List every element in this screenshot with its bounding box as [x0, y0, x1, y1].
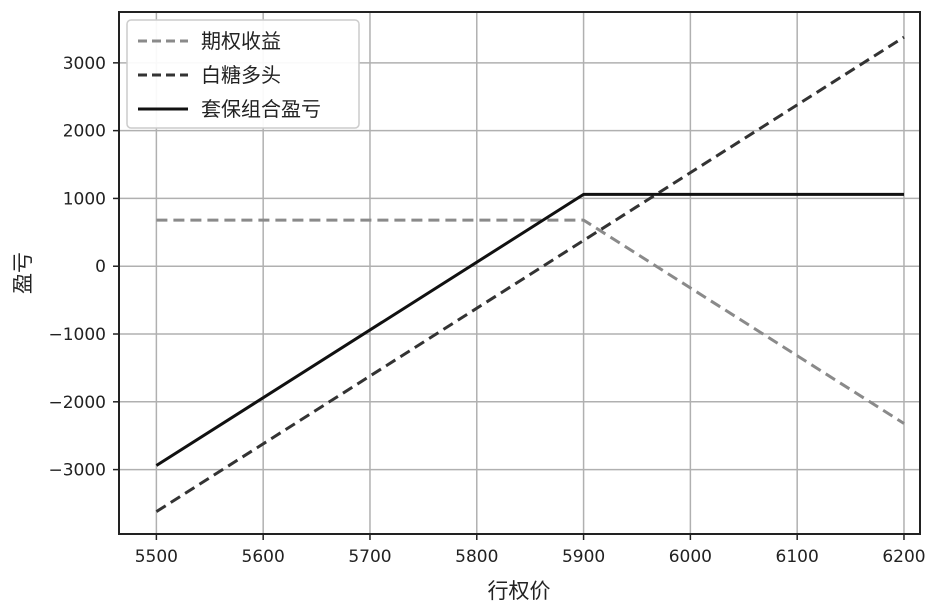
y-axis-label: 盈亏: [11, 252, 35, 294]
x-axis-label: 行权价: [488, 579, 551, 603]
x-tick-label: 5900: [562, 547, 605, 567]
legend-label-sugar-long: 白糖多头: [201, 63, 281, 87]
legend-label-option-payoff: 期权收益: [201, 29, 281, 53]
y-tick-label: 0: [95, 257, 106, 277]
series-lines: [155, 35, 905, 513]
x-tick-label: 6200: [882, 547, 925, 567]
y-tick-label: −3000: [48, 461, 106, 481]
x-tick-label: 6100: [776, 547, 819, 567]
plot-frame: [118, 11, 921, 535]
series-line-sugar-long: [155, 35, 905, 513]
y-tick-label: −2000: [48, 393, 106, 413]
y-tick-label: 1000: [63, 189, 106, 209]
x-tick-label: 6000: [669, 547, 712, 567]
y-axis-ticks: −3000 −2000 −1000 0 1000 2000 3000: [48, 54, 119, 481]
y-tick-label: −1000: [48, 325, 106, 345]
x-axis-ticks: 5500 5600 5700 5800 5900 6000 6100 6200: [135, 534, 926, 567]
legend-label-hedge-portfolio: 套保组合盈亏: [201, 97, 321, 121]
legend-box: [126, 19, 360, 129]
x-tick-label: 5700: [348, 547, 391, 567]
x-tick-label: 5600: [242, 547, 285, 567]
series-line-hedge-portfolio: [155, 192, 904, 467]
series-line-option-payoff: [156, 218, 905, 425]
x-tick-label: 5800: [455, 547, 498, 567]
y-tick-label: 2000: [63, 122, 106, 142]
y-tick-label: 3000: [63, 54, 106, 74]
x-tick-label: 5500: [135, 547, 178, 567]
legend: 期权收益 白糖多头 套保组合盈亏: [126, 19, 360, 129]
grid-lines: [119, 12, 920, 534]
